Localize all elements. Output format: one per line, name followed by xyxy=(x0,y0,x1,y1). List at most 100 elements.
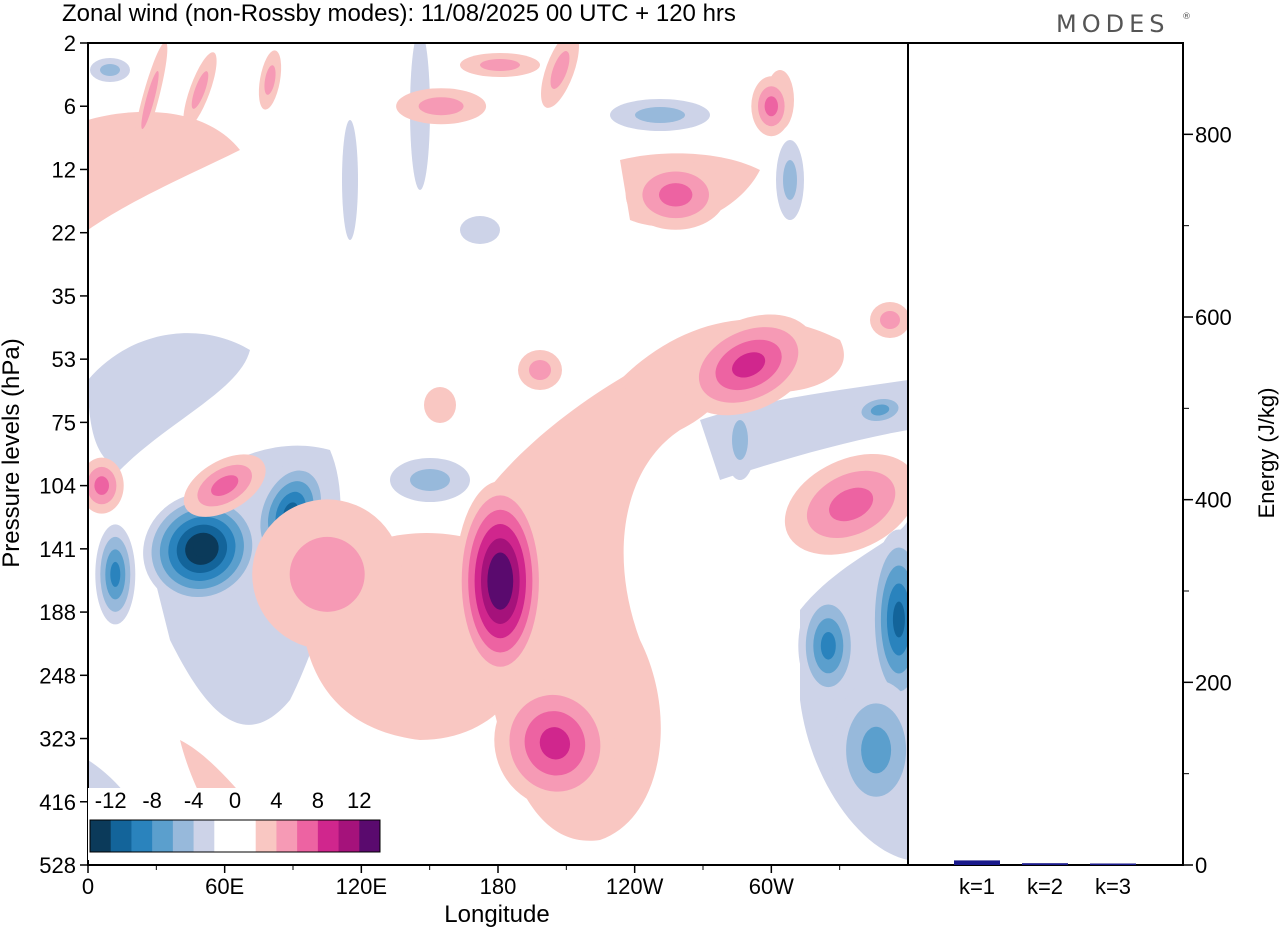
energy-axis: 0 200 400 600 800 xyxy=(1183,122,1232,878)
negative-core xyxy=(798,590,859,701)
streak-pos xyxy=(870,302,908,338)
negative-core-band xyxy=(892,601,905,638)
colorbar-tick-label: -8 xyxy=(142,788,162,813)
energy-frame xyxy=(907,42,1184,866)
x-tick-label: 60W xyxy=(749,874,794,899)
y-tick-label: 416 xyxy=(39,790,76,815)
streak-pos xyxy=(132,43,168,158)
streak-pos xyxy=(541,43,579,108)
positive-core xyxy=(784,454,908,555)
y-tick-label: 6 xyxy=(64,94,76,119)
colorbar-tick-label: -4 xyxy=(184,788,204,813)
y-tick-label: 2 xyxy=(64,31,76,56)
streak-pos-band xyxy=(529,360,551,380)
streak-pos-band xyxy=(550,51,570,89)
positive-core-band xyxy=(659,183,693,207)
streak-neg xyxy=(776,140,804,220)
negative-core xyxy=(868,529,908,710)
streak-neg xyxy=(610,99,710,131)
positive-core-band xyxy=(418,97,464,116)
positive-core-band xyxy=(539,727,571,760)
energy-tick-label: 600 xyxy=(1195,305,1232,330)
colorbar-swatch xyxy=(110,820,132,852)
wind-field-contours xyxy=(88,43,908,860)
colorbar-swatch xyxy=(131,820,153,852)
energy-tick-label: 0 xyxy=(1195,853,1207,878)
colorbar-swatch xyxy=(297,820,319,852)
streak-pos xyxy=(518,350,562,390)
streak-neg-band xyxy=(870,404,890,416)
y-tick-label: 188 xyxy=(39,600,76,625)
streak-neg xyxy=(724,400,756,480)
streak-pos-band xyxy=(264,65,276,95)
modes-logo: MODES ® xyxy=(1056,10,1196,38)
positive-core-band xyxy=(732,352,766,378)
y-tick-label: 248 xyxy=(39,663,76,688)
streak-neg xyxy=(90,58,130,82)
streak-neg xyxy=(852,393,908,427)
colorbar-tick-label: 12 xyxy=(347,788,371,813)
positive-core-band xyxy=(493,566,507,596)
chart-title: Zonal wind (non-Rossby modes): 11/08/202… xyxy=(62,0,736,27)
modes-logo-mark: ® xyxy=(1182,12,1196,22)
colorbar-tick-label: 8 xyxy=(312,788,324,813)
positive-core xyxy=(751,76,792,137)
streak-neg-band xyxy=(100,64,120,76)
colorbar-swatch xyxy=(359,820,381,852)
x-axis-label: Longitude xyxy=(444,901,549,928)
y-tick-label: 528 xyxy=(39,853,76,878)
y-tick-label: 53 xyxy=(52,347,76,372)
x-tick-label: 120E xyxy=(336,874,387,899)
positive-core xyxy=(183,454,266,517)
colorbar-swatch xyxy=(152,820,174,852)
colorbar-outline xyxy=(89,819,381,853)
colorbar-swatch xyxy=(193,820,215,852)
streak-neg-band xyxy=(460,216,500,244)
colorbar-swatch xyxy=(255,820,277,852)
modes-logo-text: MODES xyxy=(1056,10,1169,38)
positive-core-band xyxy=(94,476,109,495)
streak-pos xyxy=(183,52,217,128)
positive-core xyxy=(455,481,546,682)
streak-pos xyxy=(258,50,282,110)
y-tick-label: 141 xyxy=(39,537,76,562)
streak-pos-band xyxy=(880,311,900,329)
positive-core-band xyxy=(829,487,874,522)
colorbar-swatch xyxy=(90,820,112,852)
positive-patch-top-left xyxy=(88,111,240,230)
negative-core-band xyxy=(820,632,836,660)
positive-core-band xyxy=(289,536,365,612)
energy-tick-label: 800 xyxy=(1195,122,1232,147)
positive-core-band xyxy=(764,96,778,117)
negative-envelope-upper-west xyxy=(88,333,250,470)
y-tick-label: 35 xyxy=(52,284,76,309)
x-axis: 0 60E 120E 180 120W 60W xyxy=(82,865,841,899)
colorbar: -12 -8 -4 0 4 8 12 xyxy=(88,788,386,860)
energy-bar xyxy=(1090,863,1136,865)
y-axis-label: Pressure levels (hPa) xyxy=(0,338,25,567)
streak-pos-band xyxy=(191,71,209,109)
colorbar-swatch xyxy=(214,820,236,852)
positive-core xyxy=(252,499,403,650)
streak-neg-band xyxy=(410,469,450,491)
y-axis: 2 6 12 22 35 53 75 104 141 188 248 323 416 528 xyxy=(39,31,88,878)
positive-core xyxy=(88,457,124,514)
x-tick-label: 180 xyxy=(480,874,517,899)
energy-bar xyxy=(1022,863,1068,865)
streak-pos-band xyxy=(480,59,520,71)
negative-core xyxy=(143,492,261,606)
positive-core xyxy=(625,159,726,230)
x-tick-label: 60E xyxy=(205,874,244,899)
colorbar-swatch xyxy=(338,820,360,852)
colorbar-swatch xyxy=(172,820,195,852)
streak-pos-band xyxy=(141,71,159,129)
positive-core xyxy=(396,88,487,125)
y-tick-label: 22 xyxy=(52,221,76,246)
energy-category-label: k=3 xyxy=(1095,874,1131,899)
colorbar-tick-label: 4 xyxy=(270,788,282,813)
streak-pos xyxy=(424,387,456,423)
streak-neg-band xyxy=(342,120,358,240)
energy-tick-label: 400 xyxy=(1195,488,1232,513)
energy-category-label: k=1 xyxy=(959,874,995,899)
